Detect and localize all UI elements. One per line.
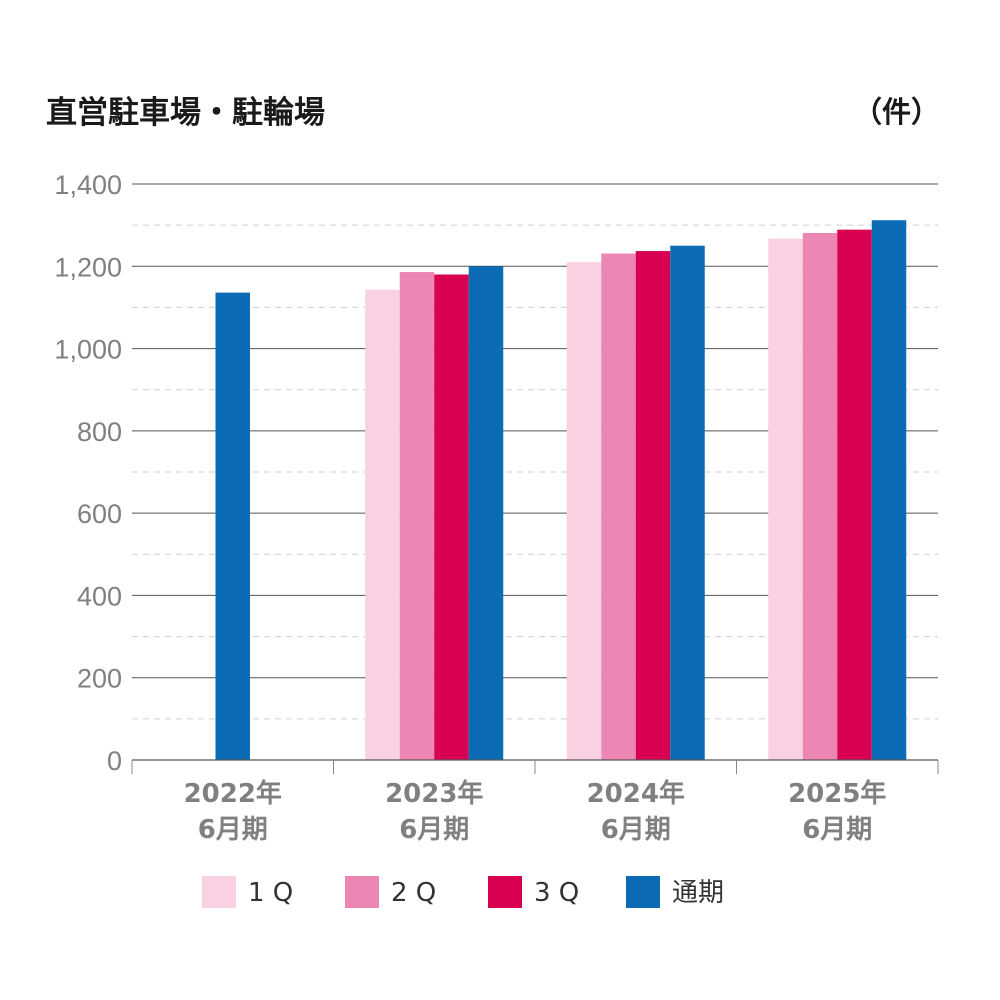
x-axis (131, 759, 939, 774)
x-tick-label: 2025年 (788, 778, 886, 809)
bar-2Q-3 (802, 232, 838, 760)
bar-3Q-2 (635, 251, 671, 760)
y-tick-label: 1,000 (54, 335, 122, 365)
legend-swatch-3Q (488, 876, 522, 908)
legend: 1 Q 2 Q 3 Q 通期 (202, 876, 724, 908)
legend-label-1Q: 1 Q (248, 878, 293, 908)
bar-通期-1 (468, 266, 504, 760)
bar-2Q-1 (399, 272, 435, 760)
chart-title: 直営駐車場・駐輪場 (46, 95, 325, 131)
legend-swatch-通期 (626, 876, 660, 908)
bar-通期-0 (215, 292, 250, 760)
bar-3Q-1 (434, 274, 469, 760)
bar-1Q-3 (768, 238, 803, 761)
x-tick-label: 6月期 (802, 815, 872, 845)
bars (215, 220, 907, 761)
legend-label-2Q: 2 Q (391, 878, 436, 908)
y-tick-label: 1,200 (54, 252, 122, 282)
y-tick-label: 1,400 (54, 170, 122, 200)
y-axis-ticks: 0 200 400 600 800 1,000 1,200 1,400 (54, 170, 122, 776)
bar-1Q-2 (566, 262, 602, 760)
x-tick-label: 6月期 (399, 815, 469, 845)
bar-1Q-1 (365, 289, 400, 760)
legend-swatch-1Q (202, 876, 236, 908)
y-tick-label: 0 (107, 746, 122, 776)
bar-2Q-2 (601, 253, 636, 760)
y-tick-label: 600 (77, 499, 122, 529)
y-tick-label: 200 (77, 664, 122, 694)
x-tick-label: 2022年 (184, 778, 282, 809)
x-axis-ticks: 2022年 6月期 2023年 6月期 2024年 6月期 2025年 6月期 (184, 778, 887, 845)
legend-swatch-2Q (345, 876, 379, 908)
y-tick-label: 400 (77, 581, 122, 611)
bar-3Q-3 (837, 229, 872, 760)
unit-label: （件） (853, 95, 940, 129)
legend-label-3Q: 3 Q (534, 878, 579, 908)
x-tick-label: 2024年 (587, 778, 685, 809)
y-tick-label: 800 (77, 417, 122, 447)
legend-label-通期: 通期 (672, 878, 724, 908)
x-tick-label: 6月期 (198, 815, 268, 845)
bar-通期-2 (670, 245, 705, 760)
x-tick-label: 6月期 (601, 815, 671, 845)
bar-通期-3 (871, 220, 907, 761)
x-tick-label: 2023年 (385, 778, 483, 809)
